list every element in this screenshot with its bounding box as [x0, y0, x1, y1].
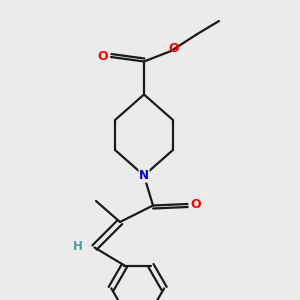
- Text: O: O: [97, 50, 108, 64]
- Text: O: O: [168, 42, 179, 55]
- Text: N: N: [139, 169, 149, 182]
- Text: O: O: [190, 197, 201, 211]
- Text: H: H: [73, 239, 83, 253]
